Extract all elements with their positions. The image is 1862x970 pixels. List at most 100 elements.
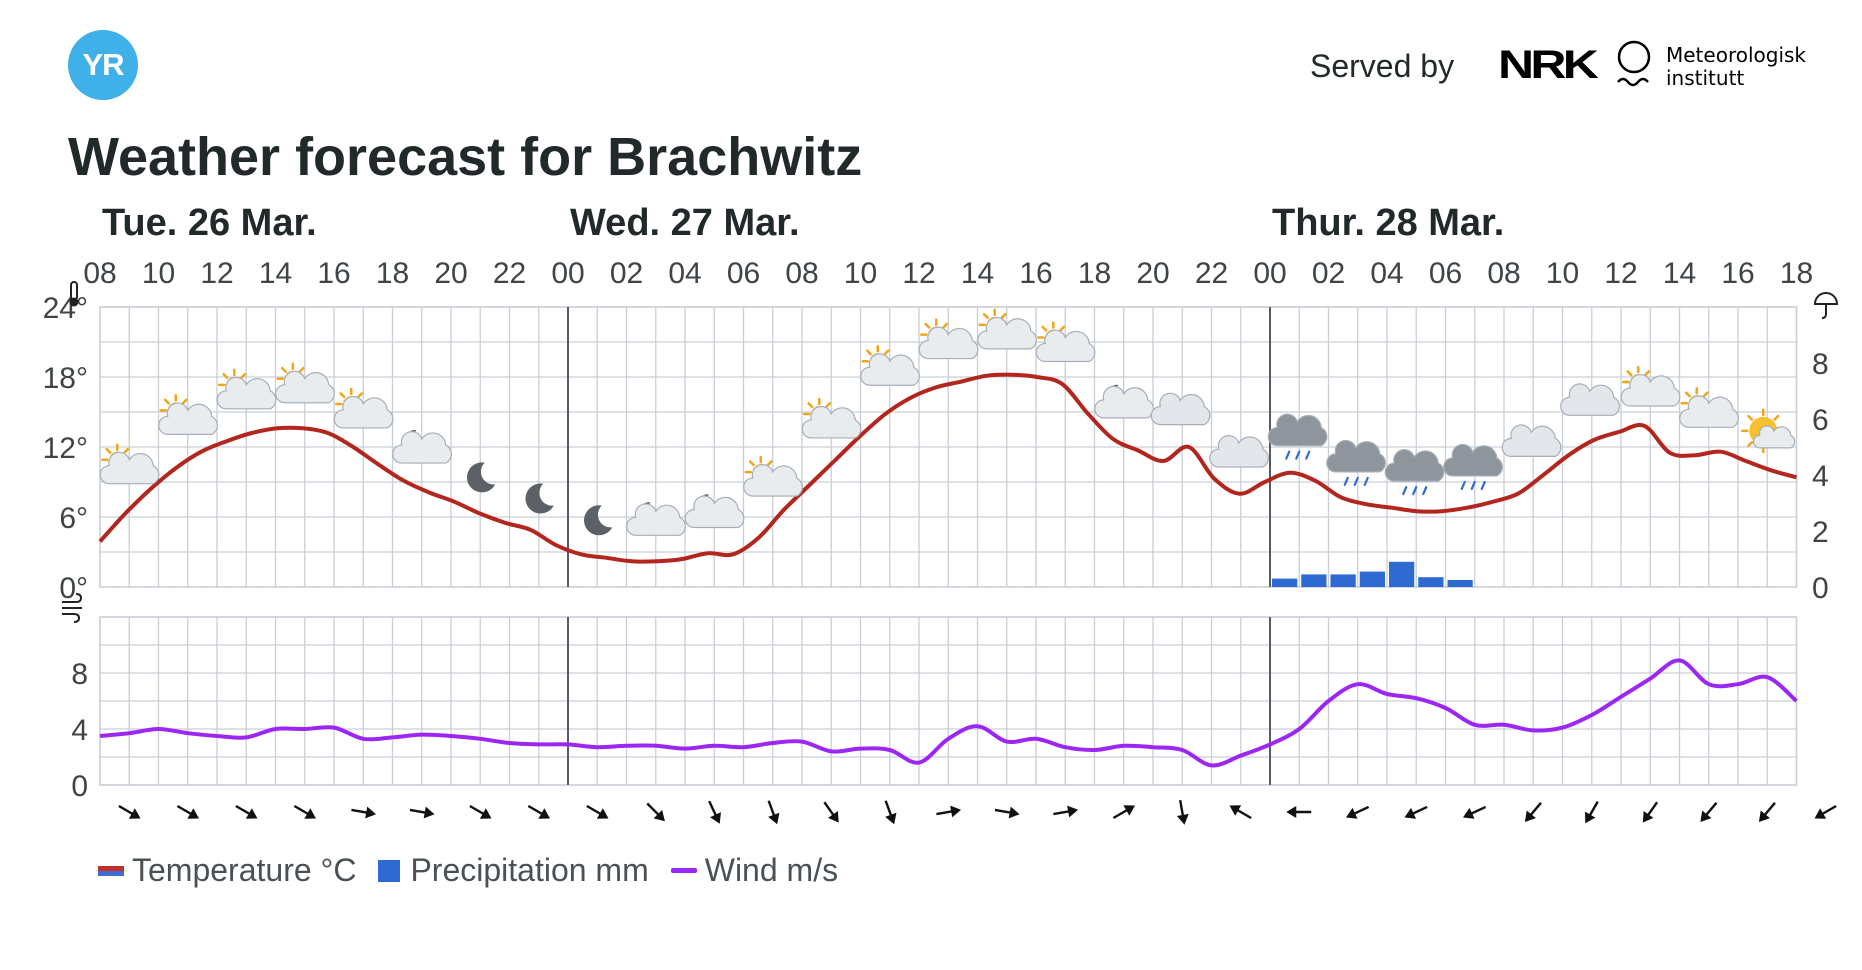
moon-shape	[525, 483, 554, 514]
hour-label: 20	[1136, 257, 1169, 290]
rain-drop	[1422, 486, 1428, 496]
hour-label: 18	[1780, 257, 1813, 290]
wind-direction-arrow	[118, 804, 141, 819]
hour-label: 06	[727, 257, 760, 290]
precip-tick-label: 4	[1812, 460, 1829, 493]
precipitation-bar	[1447, 580, 1473, 587]
hour-label: 08	[785, 257, 818, 290]
wind-direction-arrow	[646, 802, 665, 822]
hour-label: 16	[317, 257, 350, 290]
arrow-head	[128, 808, 141, 819]
arrow-head	[1345, 807, 1358, 819]
clear-night-icon	[466, 462, 496, 493]
rain-drop	[1353, 476, 1359, 486]
wind-direction-arrow	[1758, 802, 1776, 822]
arrow-head	[365, 806, 377, 819]
rain-drop	[1305, 450, 1311, 460]
arrow-head	[1758, 810, 1770, 822]
wind-direction-arrow	[1642, 801, 1659, 823]
partly-cloudy-day-icon	[918, 318, 979, 360]
wind-direction-arrow	[527, 804, 551, 819]
hour-label: 18	[376, 257, 409, 290]
sun-ray	[865, 349, 872, 356]
sun-ray	[1702, 391, 1709, 398]
arrow-head	[1286, 806, 1297, 818]
legend-temperature: Temperature °C	[98, 852, 356, 889]
cloud-shape	[1443, 443, 1503, 477]
wind-direction-arrow	[176, 804, 200, 819]
hour-label: 16	[1721, 257, 1754, 290]
temp-tick-label: 0°	[59, 572, 88, 605]
wind-tick-label: 0	[71, 770, 88, 803]
rain-icon	[1267, 413, 1328, 460]
hour-label: 08	[83, 257, 116, 290]
hour-label: 10	[844, 257, 877, 290]
rain-icon	[1326, 439, 1386, 486]
wind-direction-arrow	[469, 804, 492, 819]
met-institute-logo-icon[interactable]	[1614, 38, 1654, 94]
arrow-head	[710, 812, 721, 824]
rain-drop	[1295, 450, 1301, 460]
yr-logo[interactable]: YR	[68, 30, 138, 100]
precipitation-bar	[1359, 571, 1385, 587]
wind-direction-arrow	[351, 806, 377, 819]
partly-cloudy-day-icon	[860, 344, 920, 386]
rain-drop	[1343, 476, 1349, 486]
precipitation-swatch	[378, 859, 401, 882]
cloud-shape	[626, 503, 686, 536]
cloud-shape	[743, 464, 803, 497]
wind-tick-label: 4	[71, 714, 88, 747]
rain-drop	[1412, 486, 1418, 496]
sun-ray	[1747, 414, 1754, 421]
cloud-shape	[1326, 439, 1386, 473]
hour-label: 04	[668, 257, 701, 290]
partly-cloudy-day-icon	[743, 455, 803, 497]
nrk-logo[interactable]: NRK	[1498, 43, 1599, 87]
arrow-head	[596, 808, 609, 819]
sun-ray	[181, 398, 188, 405]
cloud-shape	[1679, 395, 1739, 428]
temperature-swatch	[98, 865, 124, 876]
served-by-text: Served by	[1310, 48, 1455, 84]
sun-ray	[1041, 325, 1048, 332]
cloud-shape	[1560, 383, 1620, 416]
hour-label: 16	[1019, 257, 1052, 290]
sun-ray	[163, 398, 170, 405]
sun-ray	[807, 402, 814, 409]
legend-wind-label: Wind m/s	[704, 852, 839, 888]
arrow-head	[1123, 805, 1136, 816]
arrow-head	[1642, 811, 1654, 823]
cloud-shape	[1384, 449, 1445, 482]
partly-cloudy-night-icon	[626, 502, 686, 536]
hour-label: 12	[902, 257, 935, 290]
umbrella-canopy	[1813, 292, 1839, 305]
wind-direction-arrow	[1112, 805, 1136, 820]
sun-ray	[942, 322, 949, 329]
hour-label: 12	[1604, 257, 1637, 290]
hour-label: 20	[434, 257, 467, 290]
wind-direction-arrow	[1176, 799, 1189, 825]
arrow-head	[1524, 810, 1536, 822]
rain-drop	[1470, 480, 1476, 491]
precip-tick-label: 0	[1812, 572, 1829, 605]
wind-direction-arrow	[1345, 805, 1370, 819]
sun-ray	[222, 372, 229, 380]
moon-shape	[466, 462, 496, 493]
wind-direction-arrow	[767, 800, 780, 825]
wind-direction-arrow	[1524, 802, 1542, 822]
met-institute-name: Meteorologisk institutt	[1666, 44, 1806, 90]
page-title: Weather forecast for Brachwitz	[68, 127, 863, 187]
wind-direction-arrow	[586, 804, 609, 819]
day-label: Thur. 28 Mar.	[1272, 202, 1504, 244]
arrow-head	[423, 806, 435, 819]
arrow-head	[1229, 805, 1242, 816]
partly-cloudy-day-icon	[1679, 387, 1739, 428]
hour-label: 12	[200, 257, 233, 290]
wind-direction-arrow	[994, 806, 1020, 819]
cloud-shape	[275, 370, 335, 404]
precipitation-bar	[1301, 574, 1327, 587]
arrow-head	[1585, 811, 1596, 824]
arrow-head	[1008, 806, 1020, 819]
chart-legend: Temperature °C Precipitation mm Wind m/s	[98, 852, 860, 889]
sun-ray	[748, 460, 755, 467]
